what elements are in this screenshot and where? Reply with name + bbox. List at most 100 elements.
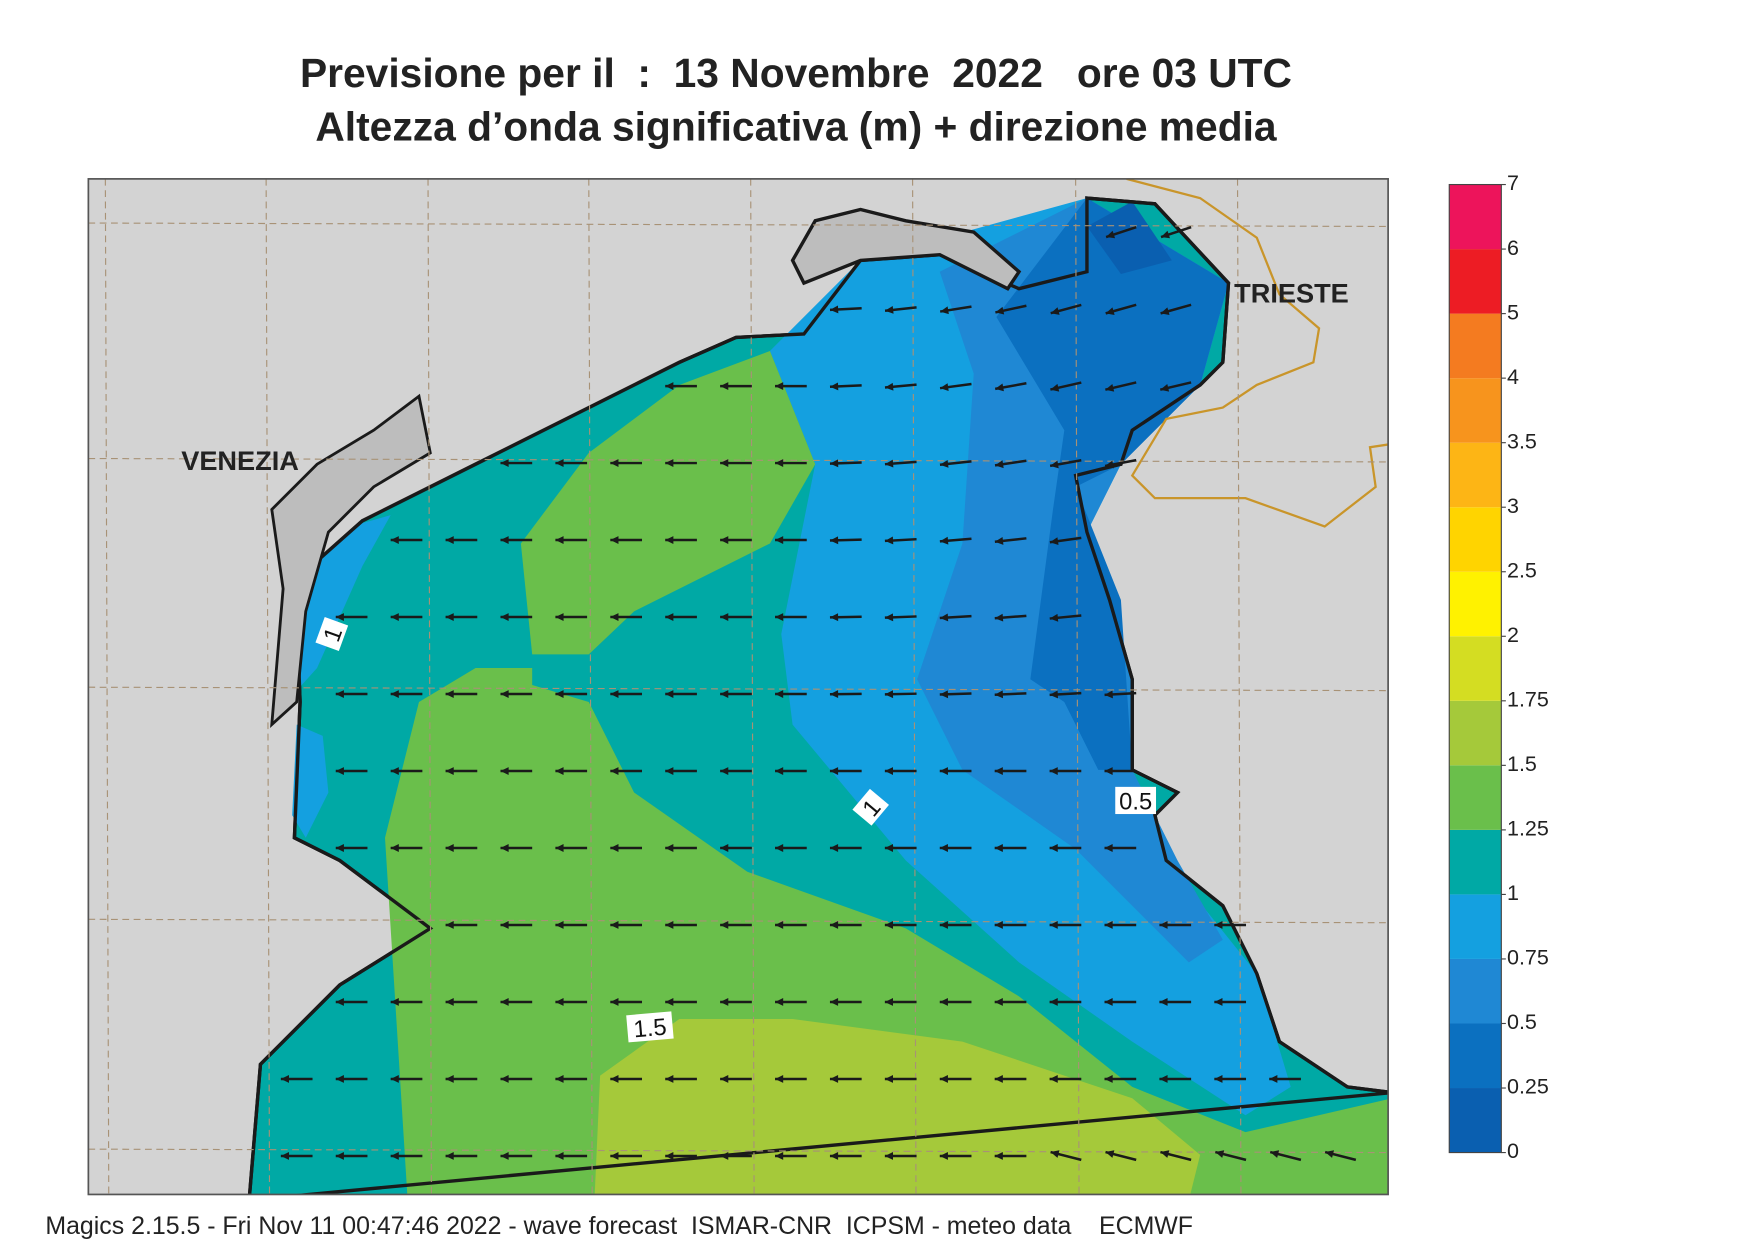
wave-arrow-head bbox=[884, 844, 894, 852]
wave-arrow-head bbox=[1160, 1150, 1170, 1158]
island bbox=[790, 207, 1022, 291]
wave-arrow-head bbox=[390, 690, 399, 698]
wave-arrow-head bbox=[1050, 460, 1059, 469]
wave-arrow-head bbox=[994, 536, 1004, 545]
wave-arrow-head bbox=[1104, 998, 1113, 1006]
wave-arrow-head bbox=[994, 1075, 1003, 1083]
contour-label-text: 0.5 bbox=[1119, 789, 1152, 816]
wave-arrow-head bbox=[555, 921, 564, 929]
legend-frame bbox=[1448, 183, 1502, 1154]
parallel bbox=[88, 222, 1389, 228]
wave-arrow-head bbox=[1215, 1150, 1225, 1158]
wave-arrow-head bbox=[555, 459, 564, 468]
wave-arrow-head bbox=[884, 690, 894, 699]
wave-arrow-head bbox=[884, 921, 894, 929]
wave-arrow-head bbox=[445, 613, 454, 621]
wave-arrow-head bbox=[665, 844, 674, 852]
wave-arrow-head bbox=[1105, 460, 1114, 469]
wave-arrow-head bbox=[665, 690, 674, 698]
wave-arrow-head bbox=[390, 613, 399, 621]
wave-arrow-head bbox=[445, 536, 454, 544]
wave-arrow-head bbox=[390, 844, 399, 852]
wave-arrow-head bbox=[884, 1075, 894, 1083]
wave-arrow-head bbox=[445, 921, 454, 929]
wave-arrow-head bbox=[1049, 921, 1058, 929]
subtitle: Altezza d’onda significativa (m) + direz… bbox=[315, 103, 1277, 149]
wave-arrow-head bbox=[610, 690, 619, 698]
wave-arrow-head bbox=[665, 921, 674, 929]
wave-arrow-head bbox=[939, 459, 949, 468]
wave-arrow-head bbox=[829, 305, 839, 314]
wave-arrow-head bbox=[1049, 537, 1059, 546]
legend-tick-label: 7 bbox=[1507, 171, 1519, 195]
wave-arrow-head bbox=[1214, 1075, 1223, 1083]
wave-arrow-head bbox=[720, 459, 729, 468]
wave-arrow-head bbox=[939, 767, 948, 775]
contour-label: 1 bbox=[852, 788, 889, 826]
band-075-1 bbox=[292, 724, 329, 838]
wave-arrow-head bbox=[885, 305, 894, 314]
place-label: TRIESTE bbox=[1234, 277, 1349, 308]
wave-arrow-head bbox=[280, 1152, 289, 1160]
wave-directions bbox=[280, 225, 1357, 1162]
wave-arrow-head bbox=[1105, 307, 1115, 315]
legend-swatch bbox=[1449, 249, 1502, 314]
wave-arrow-head bbox=[1161, 230, 1170, 239]
parallel bbox=[88, 918, 1389, 924]
wave-arrow-head bbox=[1159, 1075, 1168, 1083]
wave-arrow-head bbox=[665, 613, 674, 621]
legend-tick-label: 1.25 bbox=[1507, 817, 1549, 841]
wave-arrow-head bbox=[939, 613, 949, 622]
wave-arrow-head bbox=[829, 536, 839, 545]
wave-arrow-head bbox=[280, 1075, 289, 1083]
wave-arrow-head bbox=[555, 1152, 564, 1160]
legend-tick-label: 0.5 bbox=[1507, 1010, 1537, 1034]
wave-arrow-head bbox=[500, 844, 509, 852]
legend-swatch bbox=[1449, 829, 1502, 895]
wave-arrow-head bbox=[720, 1075, 729, 1083]
wave-arrow-head bbox=[939, 690, 949, 699]
wave-arrow-head bbox=[720, 998, 729, 1006]
wave-arrow-head bbox=[1104, 767, 1113, 775]
wave-arrow-head bbox=[500, 536, 509, 544]
wave-arrow-head bbox=[555, 613, 564, 621]
wave-arrow-head bbox=[995, 460, 1004, 469]
wave-arrow-head bbox=[775, 382, 784, 391]
wave-arrow-head bbox=[720, 613, 729, 621]
legend-swatch bbox=[1449, 765, 1502, 830]
wave-arrow-head bbox=[500, 1075, 509, 1083]
contour-label: 1.5 bbox=[626, 1011, 674, 1043]
wave-arrow-head bbox=[610, 459, 619, 468]
wave-arrow-head bbox=[775, 844, 784, 852]
wave-arrow-head bbox=[1160, 383, 1170, 392]
wave-arrow-head bbox=[1269, 1075, 1278, 1083]
wave-arrow-head bbox=[610, 921, 619, 929]
wave-arrow-head bbox=[884, 613, 894, 622]
legend-swatch bbox=[1449, 184, 1502, 250]
border bbox=[1126, 178, 1389, 528]
wave-arrow-head bbox=[994, 613, 1004, 622]
legend-swatch bbox=[1449, 1088, 1502, 1153]
wave-arrow-head bbox=[610, 536, 619, 544]
wave-arrow-head bbox=[445, 1075, 454, 1083]
wave-arrow-head bbox=[500, 1152, 509, 1160]
wave-arrow-head bbox=[555, 690, 564, 698]
wave-arrow-head bbox=[335, 767, 344, 775]
wave-arrow-head bbox=[720, 1152, 729, 1160]
wave-arrow-head bbox=[775, 998, 784, 1006]
graticule bbox=[88, 178, 1389, 1195]
wave-arrow-head bbox=[884, 382, 894, 391]
wave-arrow-head bbox=[775, 690, 784, 698]
wave-arrow-head bbox=[775, 1152, 784, 1160]
wave-arrow-head bbox=[610, 1075, 619, 1083]
wave-arrow-head bbox=[1270, 1150, 1280, 1158]
wave-arrow-head bbox=[1214, 921, 1223, 929]
wave-arrow-head bbox=[1214, 998, 1223, 1006]
wave-arrow-head bbox=[665, 1075, 674, 1083]
wave-arrow-head bbox=[940, 306, 949, 315]
wave-arrow-head bbox=[500, 921, 509, 929]
wave-arrow-head bbox=[829, 382, 839, 391]
legend-swatch bbox=[1449, 378, 1502, 443]
wave-arrow-head bbox=[555, 767, 564, 775]
